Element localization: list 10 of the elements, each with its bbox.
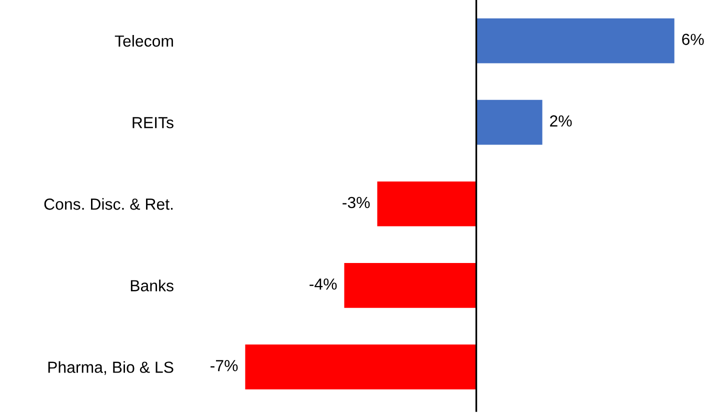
y-tick-label: REITs	[132, 117, 174, 128]
data-label: -3%	[342, 196, 370, 208]
y-tick-label: Pharma, Bio & LS	[48, 361, 174, 375]
data-label: -7%	[210, 360, 238, 372]
y-tick-label: Telecom	[114, 34, 173, 47]
y-tick-label: Banks	[130, 280, 174, 292]
y-tick-label: Cons. Disc. & Ret.	[44, 198, 173, 210]
data-label: 2%	[550, 115, 572, 127]
data-label: -4%	[310, 278, 337, 290]
data-label: 6%	[682, 34, 704, 46]
